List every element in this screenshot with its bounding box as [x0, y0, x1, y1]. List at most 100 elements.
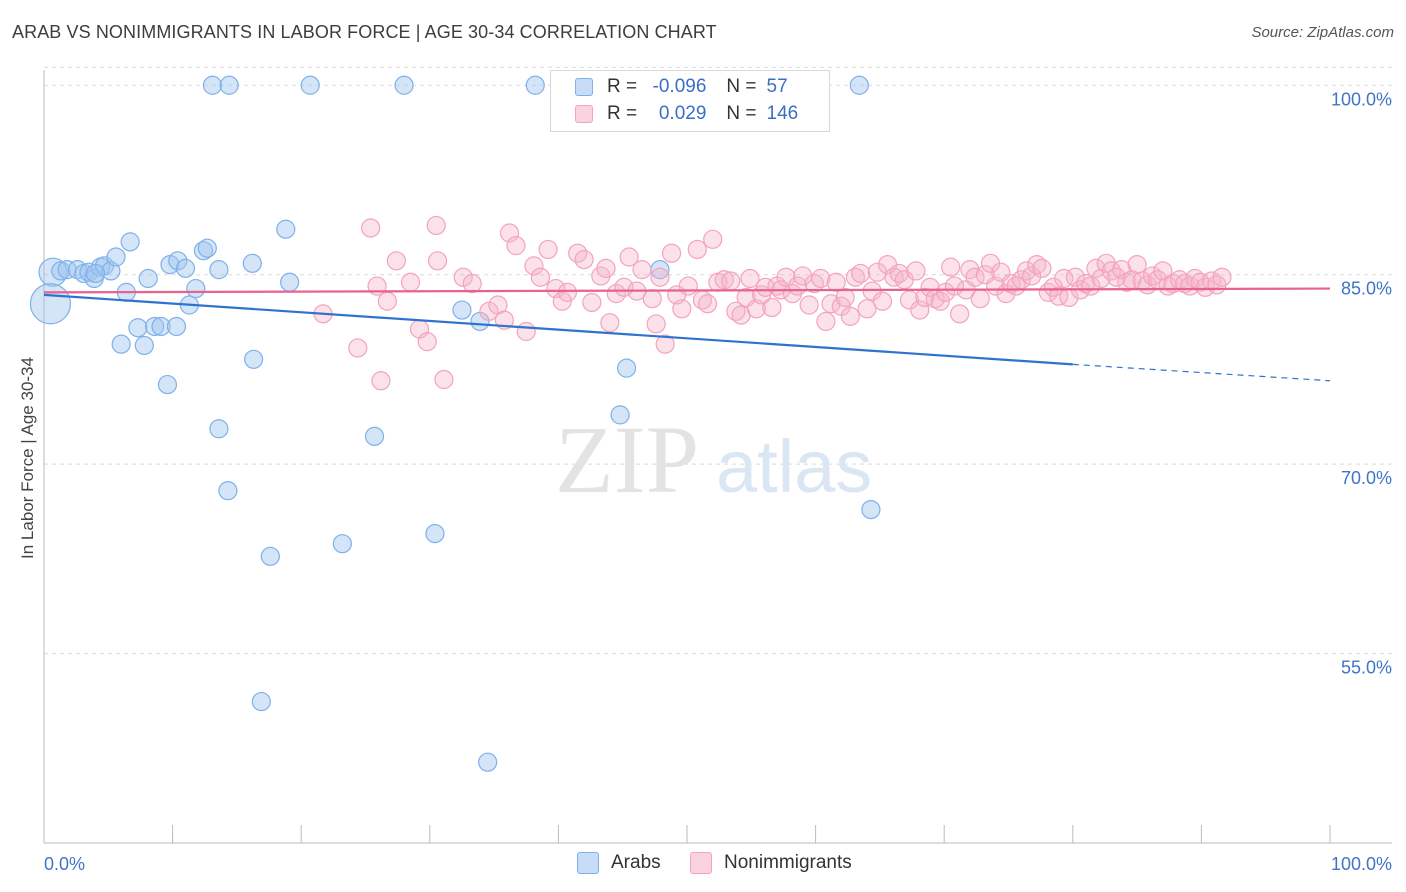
- arabs-point: [332, 534, 352, 554]
- legend-r-label: R =: [607, 103, 638, 124]
- nonimmigrants-point: [1032, 258, 1052, 278]
- nonimmigrants-point: [642, 289, 662, 309]
- arabs-point: [168, 251, 188, 271]
- arabs-point: [280, 272, 300, 292]
- series-nonimmigrants: [313, 215, 1232, 391]
- nonimmigrants-point: [1142, 266, 1163, 286]
- arabs-point: [276, 219, 296, 239]
- y-tick-label-1: 70.0%: [1341, 468, 1392, 488]
- nonimmigrants-point: [614, 277, 634, 297]
- nonimmigrants-point: [816, 311, 836, 332]
- nonimmigrants-point: [1081, 276, 1101, 296]
- chart-source: Source: ZipAtlas.com: [1251, 24, 1394, 41]
- arabs-trend-extension: [1072, 363, 1331, 382]
- nonimmigrants-point: [377, 291, 397, 311]
- nonimmigrants-point: [596, 258, 616, 278]
- watermark: ZIP atlas: [555, 406, 872, 513]
- nonimmigrants-r-value: 0.029: [658, 103, 707, 124]
- x-tick-label-1: 100.0%: [1331, 854, 1392, 874]
- legend-n-label: N =: [726, 103, 757, 124]
- nonimmigrants-point: [371, 371, 391, 391]
- arabs-point: [478, 752, 498, 772]
- arabs-legend-swatch: [577, 852, 599, 874]
- arabs-legend-label: Arabs: [611, 852, 661, 873]
- arabs-point: [209, 260, 229, 280]
- nonimmigrants-point: [1049, 286, 1069, 306]
- nonimmigrants-point: [920, 277, 940, 297]
- nonimmigrants-point: [1027, 254, 1047, 275]
- nonimmigrants-trend-line: [43, 287, 1331, 294]
- arabs-point: [144, 316, 165, 337]
- nonimmigrants-point: [845, 267, 866, 287]
- arabs-n-value: 57: [766, 76, 788, 97]
- nonimmigrants-point: [619, 247, 639, 267]
- nonimmigrants-point: [910, 300, 930, 320]
- arabs-point: [166, 316, 187, 337]
- nonimmigrants-point: [348, 338, 368, 358]
- nonimmigrants-point: [678, 276, 698, 296]
- arabs-point: [861, 499, 881, 520]
- nonimmigrants-point: [872, 291, 893, 311]
- nonimmigrants-point: [606, 284, 626, 304]
- nonimmigrants-point: [697, 294, 718, 314]
- arabs-point: [242, 253, 262, 273]
- arabs-point: [300, 75, 320, 95]
- x-tick-label-0: 0.0%: [44, 854, 85, 874]
- nonimmigrants-point: [386, 251, 406, 271]
- arabs-point: [85, 263, 106, 284]
- bottom-legend-arabs: Arabs: [577, 852, 661, 874]
- arabs-point: [425, 523, 445, 544]
- arabs-point: [186, 278, 206, 299]
- arabs-point: [364, 426, 385, 446]
- nonimmigrants-point: [970, 289, 990, 309]
- watermark-atlas: atlas: [716, 425, 872, 508]
- nonimmigrants-point: [574, 249, 594, 270]
- nonimmigrants-point: [434, 369, 454, 390]
- nonimmigrants-point: [530, 267, 550, 287]
- arabs-point: [175, 258, 196, 278]
- trend-layer: [43, 287, 1331, 382]
- arabs-point: [219, 75, 239, 95]
- nonimmigrants-point: [915, 287, 935, 308]
- arabs-point: [394, 75, 414, 95]
- nonimmigrants-point: [950, 304, 970, 324]
- arabs-point: [111, 334, 131, 354]
- nonimmigrants-point: [1076, 273, 1096, 294]
- nonimmigrants-point: [1022, 266, 1042, 286]
- nonimmigrants-point: [941, 257, 961, 277]
- arabs-point: [197, 238, 217, 258]
- arabs-point: [202, 75, 223, 95]
- arabs-point: [251, 691, 271, 712]
- nonimmigrants-point: [811, 268, 831, 289]
- nonimmigrants-point: [1117, 272, 1137, 292]
- nonimmigrants-point: [557, 282, 578, 302]
- nonimmigrants-point: [361, 218, 381, 238]
- nonimmigrants-point: [646, 314, 666, 334]
- legend-box: R = -0.096 N = 57 R = 0.029 N = 146: [550, 70, 830, 132]
- nonimmigrants-point: [826, 272, 846, 292]
- nonimmigrants-point: [538, 239, 558, 260]
- nonimmigrants-point: [427, 251, 448, 271]
- nonimmigrants-point: [400, 272, 421, 292]
- nonimmigrants-point: [655, 334, 675, 354]
- nonimmigrants-point: [714, 270, 734, 290]
- nonimmigrants-point: [889, 263, 909, 284]
- arabs-point: [260, 546, 280, 566]
- arabs-point: [128, 318, 148, 338]
- nonimmigrants-point: [799, 295, 819, 315]
- nonimmigrants-point: [582, 292, 602, 313]
- nonimmigrants-point: [417, 332, 437, 352]
- arabs-point: [452, 300, 472, 320]
- nonimmigrants-point: [703, 229, 723, 249]
- arabs-point: [29, 283, 72, 325]
- y-tick-label-2: 85.0%: [1341, 279, 1392, 299]
- arabs-point: [209, 419, 229, 439]
- nonimmigrants-legend-label: Nonimmigrants: [724, 852, 852, 873]
- nonimmigrants-point: [740, 268, 760, 289]
- nonimmigrants-point: [600, 313, 620, 333]
- nonimmigrants-point: [1101, 261, 1121, 281]
- arabs-point: [157, 374, 178, 395]
- y-tick-label-0: 55.0%: [1341, 658, 1392, 678]
- axes: [43, 70, 1392, 844]
- nonimmigrants-point: [1001, 273, 1021, 294]
